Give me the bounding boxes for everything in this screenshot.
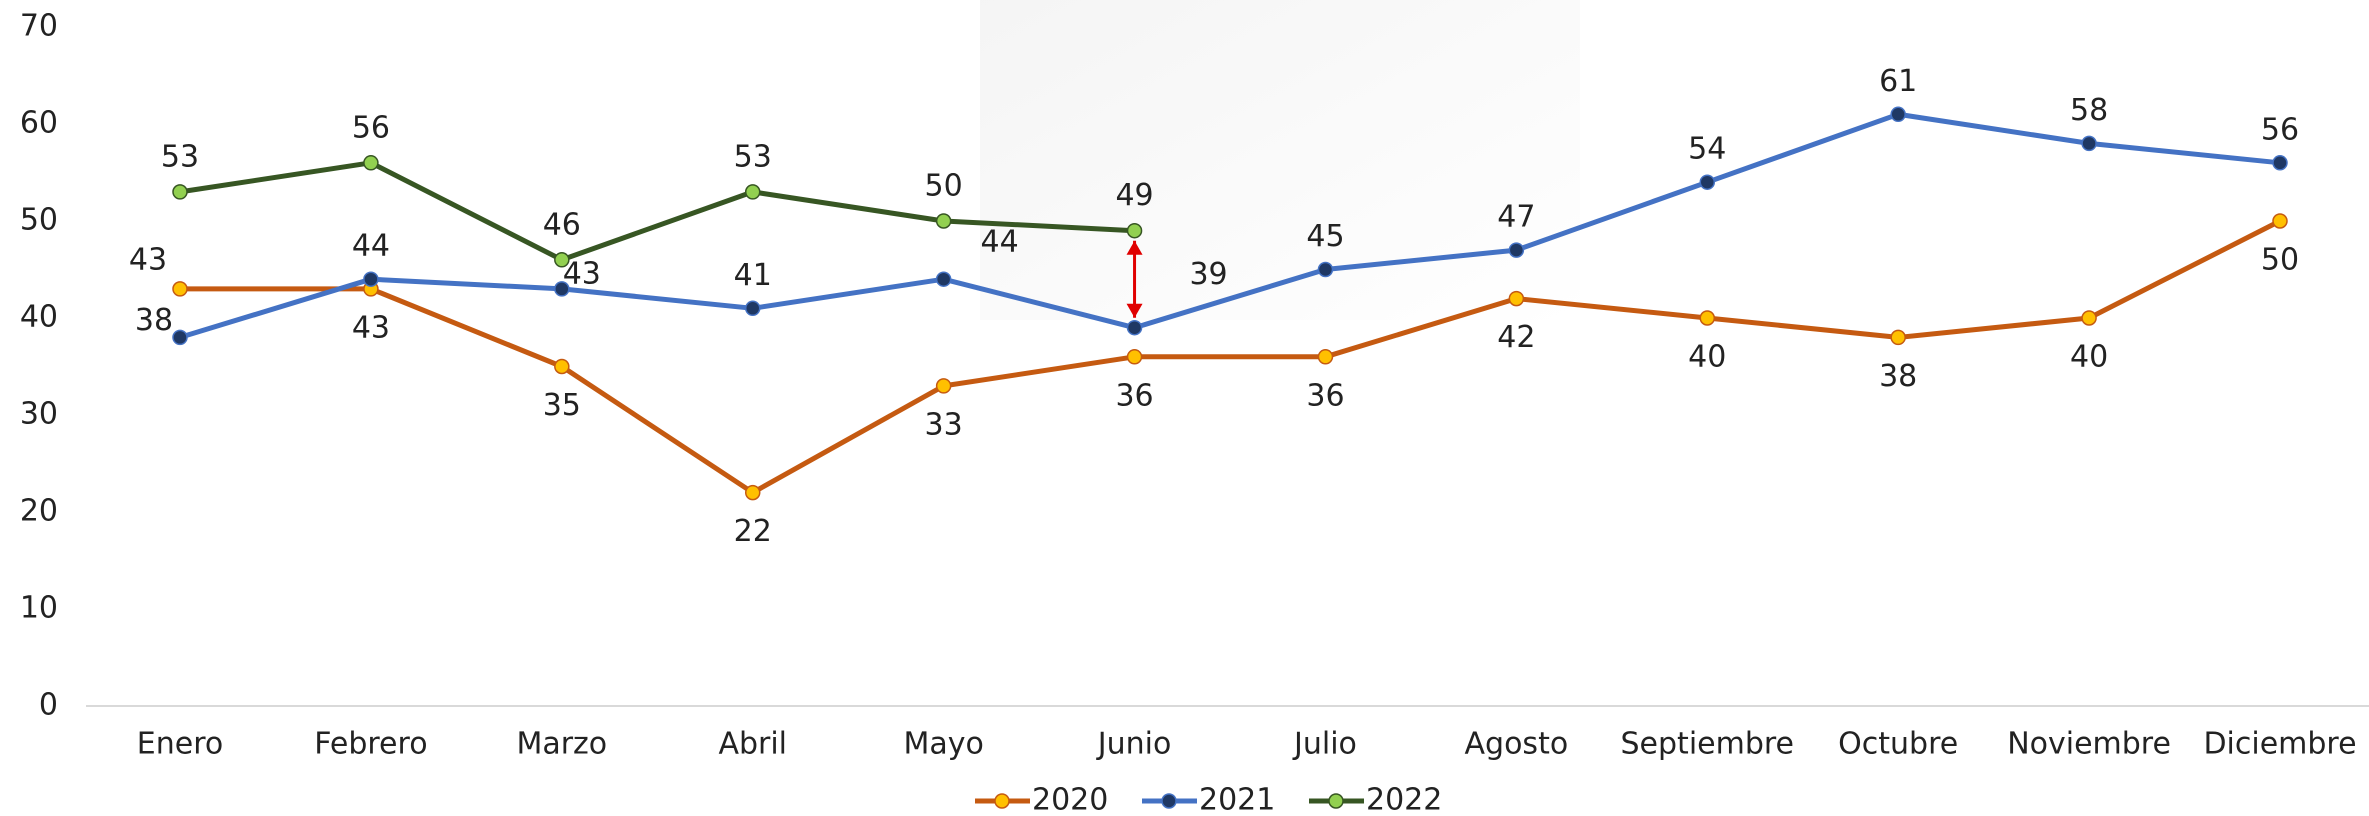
legend-marker — [995, 794, 1009, 808]
y-tick-label: 20 — [20, 494, 58, 529]
data-label: 22 — [734, 514, 772, 549]
marker — [746, 301, 760, 315]
marker — [746, 185, 760, 199]
legend-label: 2022 — [1366, 783, 1442, 816]
data-label: 44 — [352, 229, 390, 264]
data-label: 36 — [1115, 378, 1153, 413]
marker — [2082, 136, 2096, 150]
data-label: 40 — [2070, 340, 2108, 375]
data-label: 42 — [1497, 320, 1535, 355]
data-label: 36 — [1306, 378, 1344, 413]
x-tick-label: Diciembre — [2203, 727, 2356, 762]
marker — [937, 214, 951, 228]
marker — [2273, 156, 2287, 170]
data-label: 49 — [1115, 178, 1153, 213]
marker — [1318, 263, 1332, 277]
data-label: 58 — [2070, 93, 2108, 128]
page: 0 10 20 30 40 50 60 70 Enero Febrero Marzo Abril May… — [0, 0, 2369, 816]
legend-marker — [1162, 794, 1176, 808]
data-label: 46 — [543, 207, 581, 242]
data-label: 50 — [2261, 243, 2299, 278]
marker — [555, 360, 569, 374]
marker — [937, 272, 951, 286]
marker — [1128, 224, 1142, 238]
y-tick-label: 10 — [20, 591, 58, 626]
marker — [1700, 175, 1714, 189]
marker — [937, 379, 951, 393]
marker — [746, 486, 760, 500]
data-label: 40 — [1688, 340, 1726, 375]
x-tick-label: Enero — [137, 727, 223, 762]
data-label: 41 — [734, 258, 772, 293]
marker — [1891, 107, 1905, 121]
marker — [2082, 311, 2096, 325]
y-tick-label: 50 — [20, 203, 58, 238]
marker — [2273, 214, 2287, 228]
marker — [173, 282, 187, 296]
x-tick-label: Marzo — [516, 727, 607, 762]
y-tick-label: 30 — [20, 397, 58, 432]
legend-label: 2020 — [1032, 783, 1108, 816]
data-label: 54 — [1688, 132, 1726, 167]
y-tick-label: 60 — [20, 106, 58, 141]
data-label: 38 — [1879, 359, 1917, 394]
data-label: 39 — [1189, 257, 1227, 292]
chart: 0 10 20 30 40 50 60 70 Enero Febrero Marzo Abril May… — [0, 0, 2369, 816]
x-tick-label: Septiembre — [1621, 727, 1795, 762]
marker — [1128, 321, 1142, 335]
x-tick-label: Julio — [1292, 727, 1357, 762]
x-tick-label: Noviembre — [2007, 727, 2171, 762]
data-label: 53 — [161, 139, 199, 174]
legend-marker — [1329, 794, 1343, 808]
data-label: 35 — [543, 388, 581, 423]
data-label: 50 — [925, 169, 963, 204]
y-tick-label: 70 — [20, 9, 58, 44]
data-label: 33 — [925, 407, 963, 442]
marker — [1700, 311, 1714, 325]
marker — [1318, 350, 1332, 364]
x-tick-label: Octubre — [1838, 727, 1958, 762]
marker — [1509, 243, 1523, 257]
marker — [1128, 350, 1142, 364]
x-tick-label: Febrero — [314, 727, 427, 762]
data-label: 56 — [352, 110, 390, 145]
data-label: 45 — [1306, 219, 1344, 254]
marker — [555, 253, 569, 267]
x-tick-label: Junio — [1096, 727, 1172, 762]
marker — [1891, 330, 1905, 344]
data-label: 53 — [734, 139, 772, 174]
marker — [1509, 292, 1523, 306]
legend-label: 2021 — [1199, 783, 1275, 816]
marker — [364, 156, 378, 170]
marker — [173, 330, 187, 344]
y-tick-label: 0 — [39, 688, 58, 723]
data-label: 47 — [1497, 200, 1535, 235]
x-tick-label: Abril — [718, 727, 787, 762]
data-label: 43 — [352, 310, 390, 345]
data-label: 61 — [1879, 64, 1917, 99]
data-label: 43 — [129, 242, 167, 277]
x-tick-label: Agosto — [1465, 727, 1569, 762]
x-tick-label: Mayo — [903, 727, 983, 762]
data-label: 38 — [135, 303, 173, 338]
y-tick-label: 40 — [20, 300, 58, 335]
data-label: 44 — [981, 225, 1019, 260]
marker — [173, 185, 187, 199]
marker — [364, 272, 378, 286]
data-label: 56 — [2261, 112, 2299, 147]
background-image — [980, 0, 1580, 320]
